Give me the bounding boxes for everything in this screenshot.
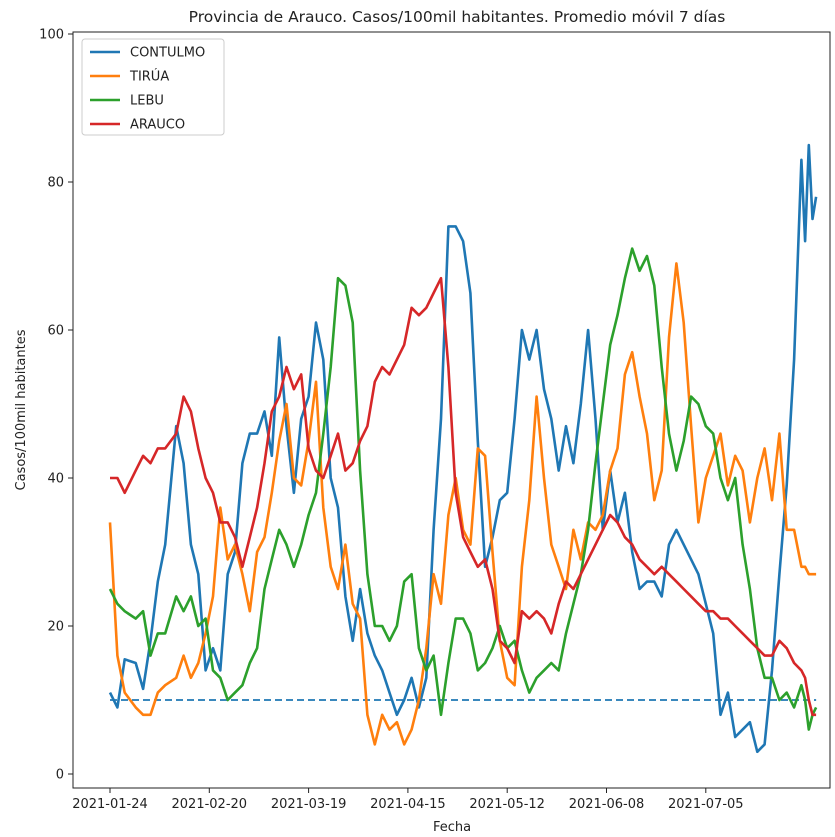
- y-tick-label: 0: [56, 768, 64, 783]
- x-tick-label: 2021-05-12: [469, 797, 545, 812]
- x-axis: 2021-01-24 2021-02-20 2021-03-19 2021-04-15…: [72, 788, 744, 812]
- y-tick-label: 80: [47, 176, 64, 191]
- series-group: [108, 143, 818, 754]
- x-tick-label: 2021-07-05: [668, 797, 744, 812]
- y-axis: 0 20 40 60 80 100: [39, 28, 73, 783]
- chart-title: Provincia de Arauco. Casos/100mil habita…: [189, 8, 726, 26]
- legend-label: TIRÚA: [129, 69, 169, 85]
- legend-label: ARAUCO: [130, 118, 185, 133]
- y-tick-label: 100: [39, 28, 64, 43]
- legend-box: [81, 38, 225, 136]
- y-tick-label: 60: [47, 324, 64, 339]
- legend: CONTULMO TIRÚA LEBU ARAUCO: [81, 38, 225, 136]
- x-tick-label: 2021-06-08: [569, 797, 645, 812]
- x-tick-label: 2021-04-15: [370, 797, 446, 812]
- y-tick-label: 20: [47, 620, 64, 635]
- series-line-tir-a: [108, 262, 817, 746]
- y-axis-title: Casos/100mil habitantes: [14, 329, 29, 490]
- series-line-arauco: [110, 276, 817, 717]
- x-tick-label: 2021-01-24: [72, 797, 148, 812]
- legend-label: CONTULMO: [130, 46, 205, 61]
- x-axis-title: Fecha: [433, 820, 471, 835]
- series-line-lebu: [108, 247, 818, 731]
- x-tick-label: 2021-03-19: [271, 797, 347, 812]
- legend-label: LEBU: [130, 94, 164, 109]
- x-tick-label: 2021-02-20: [172, 797, 248, 812]
- y-tick-label: 40: [47, 472, 64, 487]
